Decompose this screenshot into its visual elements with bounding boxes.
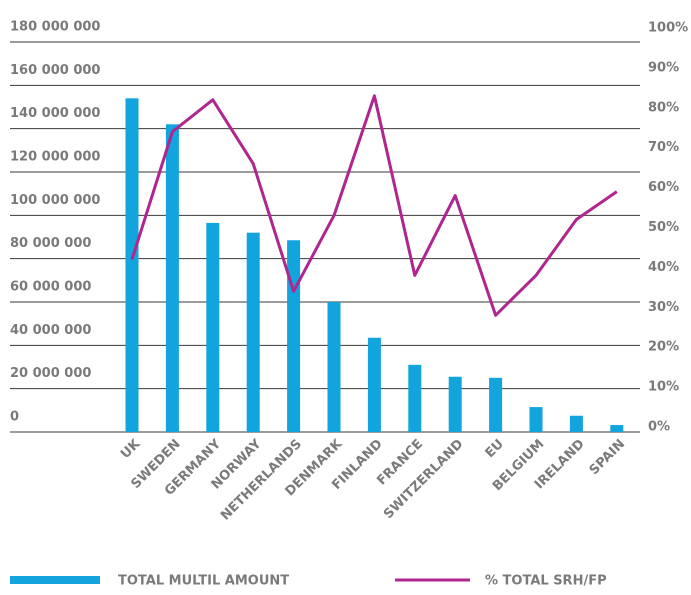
y2-tick-label: 30% (648, 300, 679, 315)
y2-tick-label: 60% (648, 180, 679, 195)
bar (287, 240, 301, 432)
legend-swatch (10, 576, 100, 584)
y2-tick-label: 20% (648, 340, 679, 355)
y2-tick-label: 50% (648, 220, 679, 235)
y-tick-label: 60 000 000 (10, 280, 91, 295)
bar (246, 232, 260, 432)
bar (489, 377, 503, 432)
y2-tick-label: 70% (648, 140, 679, 155)
bar (206, 222, 220, 432)
y-tick-label: 180 000 000 (10, 20, 100, 35)
bar (125, 98, 139, 432)
y2-tick-label: 40% (648, 260, 679, 275)
y-tick-label: 40 000 000 (10, 323, 91, 338)
y2-tick-label: 100% (648, 21, 688, 36)
legend-label: TOTAL MULTIL AMOUNT (118, 574, 289, 589)
y-tick-label: 80 000 000 (10, 236, 91, 251)
bar (327, 302, 341, 432)
y2-tick-label: 0% (648, 420, 670, 435)
x-tick-label: EU (483, 437, 507, 461)
bar (569, 415, 583, 432)
bar (165, 124, 179, 432)
y-tick-label: 100 000 000 (10, 193, 100, 208)
bar (367, 337, 381, 432)
y2-tick-label: 80% (648, 100, 679, 115)
x-tick-label: UK (118, 436, 144, 462)
y-tick-label: 120 000 000 (10, 150, 100, 165)
bar (408, 364, 422, 432)
line (130, 94, 618, 317)
y-tick-label: 140 000 000 (10, 106, 100, 121)
legend-label: % TOTAL SRH/FP (485, 574, 607, 589)
y-tick-label: 0 (10, 410, 19, 425)
bar (610, 425, 624, 432)
y2-tick-label: 90% (648, 60, 679, 75)
x-tick-label: SPAIN (587, 437, 628, 478)
bar (529, 407, 543, 432)
y2-tick-label: 10% (648, 380, 679, 395)
y-tick-label: 160 000 000 (10, 63, 100, 78)
y-tick-label: 20 000 000 (10, 366, 91, 381)
bar (448, 376, 462, 432)
